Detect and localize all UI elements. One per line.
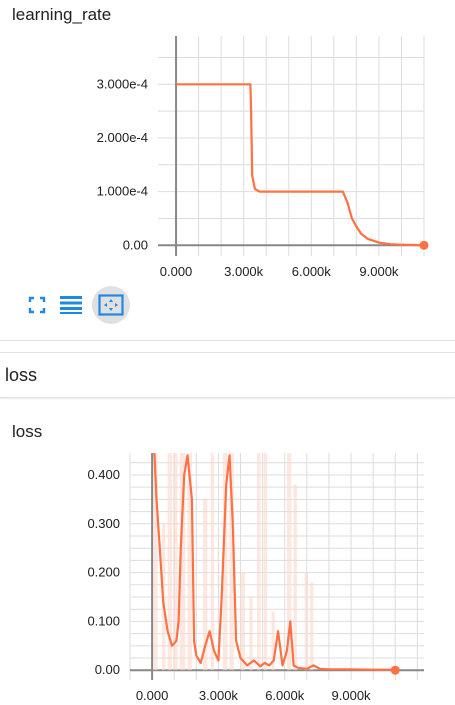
raw-series-bar: [293, 484, 297, 671]
y-tick-label: 0.00: [123, 237, 148, 252]
learning-rate-chart[interactable]: 0.00 1.000e-4 2.000e-4 3.000e-4 0.000 3.000k 6…: [0, 0, 455, 290]
y-tick-label: 1.000e-4: [97, 184, 148, 199]
series-line: [176, 83, 424, 247]
raw-series-bar: [210, 453, 214, 671]
chart-title-learning-rate: learning_rate: [12, 5, 112, 24]
raw-series-bar: [304, 572, 308, 671]
y-tick-label: 0.00: [95, 662, 120, 677]
x-tick-label: 3.000k: [224, 264, 264, 279]
end-point-marker: [419, 240, 429, 250]
list-icon: [60, 296, 82, 314]
x-tick-label: 6.000k: [292, 264, 332, 279]
raw-series-bar: [173, 453, 178, 671]
raw-series-bar: [249, 597, 253, 671]
fit-domain-icon: [98, 294, 124, 316]
raw-series-bar: [153, 453, 158, 671]
series-line: [153, 453, 396, 671]
section-header-label: loss: [5, 365, 38, 385]
raw-series-bar: [263, 453, 268, 671]
raw-series-bar: [229, 453, 234, 671]
raw-series-bar: [286, 453, 292, 671]
chart-toolbar: [18, 286, 138, 324]
x-tick-label: 9.000k: [359, 264, 399, 279]
loss-chart[interactable]: 0.00 0.100 0.200 0.300 0.400 0.000 3.000k 6.000…: [0, 435, 455, 705]
raw-series-bar: [202, 499, 208, 671]
fullscreen-icon: [28, 296, 46, 314]
raw-series-bar: [271, 611, 275, 671]
plot-area: [158, 36, 425, 256]
raw-series-bar: [310, 582, 314, 671]
raw-series-bar: [179, 453, 186, 671]
y-tick-label: 0.100: [87, 613, 120, 628]
divider: [0, 340, 455, 341]
raw-series-bar: [222, 453, 228, 671]
toggle-log-button[interactable]: [52, 286, 90, 324]
x-tick-label: 0.000: [160, 264, 193, 279]
fullscreen-button[interactable]: [18, 286, 56, 324]
x-tick-label: 6.000k: [265, 688, 305, 703]
fit-domain-button[interactable]: [92, 286, 130, 324]
raw-series-bar: [240, 572, 245, 671]
y-tick-label: 2.000e-4: [97, 130, 148, 145]
y-tick-label: 3.000e-4: [97, 76, 148, 91]
chart-title-loss: loss: [12, 422, 43, 441]
end-point-marker: [390, 665, 400, 675]
section-header-loss[interactable]: loss: [0, 352, 455, 398]
y-tick-label: 0.300: [87, 516, 120, 531]
y-tick-label: 0.400: [87, 467, 120, 482]
x-tick-label: 9.000k: [332, 688, 372, 703]
raw-series-bar: [167, 453, 172, 671]
x-tick-label: 3.000k: [199, 688, 239, 703]
x-tick-label: 0.000: [136, 688, 169, 703]
y-tick-label: 0.200: [87, 565, 120, 580]
raw-series-bar: [187, 453, 192, 671]
raw-series-bar: [257, 453, 261, 671]
